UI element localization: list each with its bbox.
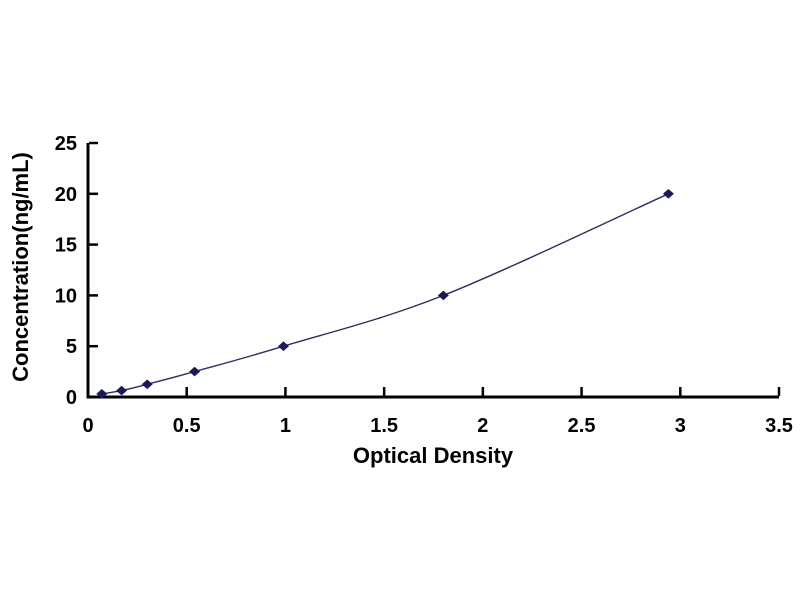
x-tick-label: 0 [82,415,93,437]
y-tick-label: 15 [55,235,77,257]
data-point-marker [141,379,153,390]
y-axis-title: Concentration(ng/mL) [8,152,33,382]
plot-area: 0 0.5 1 1.5 2 2.5 3 3.5 0 5 10 15 20 25 [55,133,793,437]
data-point-marker [662,189,674,199]
y-tick-label: 5 [66,336,77,358]
x-tick-label: 3.5 [765,415,793,437]
x-tick-label: 2.5 [568,415,596,437]
y-tick-label: 0 [66,387,77,409]
x-tick-label: 1.5 [370,415,398,437]
x-tick-label: 2 [477,415,488,437]
y-tick-label: 25 [55,133,77,155]
standard-curve-line [101,193,669,395]
x-axis-title: Optical Density [353,443,514,468]
x-tick-label: 0.5 [173,415,201,437]
data-point-marker [96,389,108,399]
x-tick-label: 3 [675,415,686,437]
x-tick-label: 1 [280,415,291,437]
data-point-marker [437,290,449,301]
data-point-marker [277,341,289,351]
axis-spines [86,143,779,399]
y-tick-label: 10 [55,285,77,307]
data-point-marker [116,385,128,396]
data-point-marker [189,366,201,377]
y-tick-label: 20 [55,184,77,206]
